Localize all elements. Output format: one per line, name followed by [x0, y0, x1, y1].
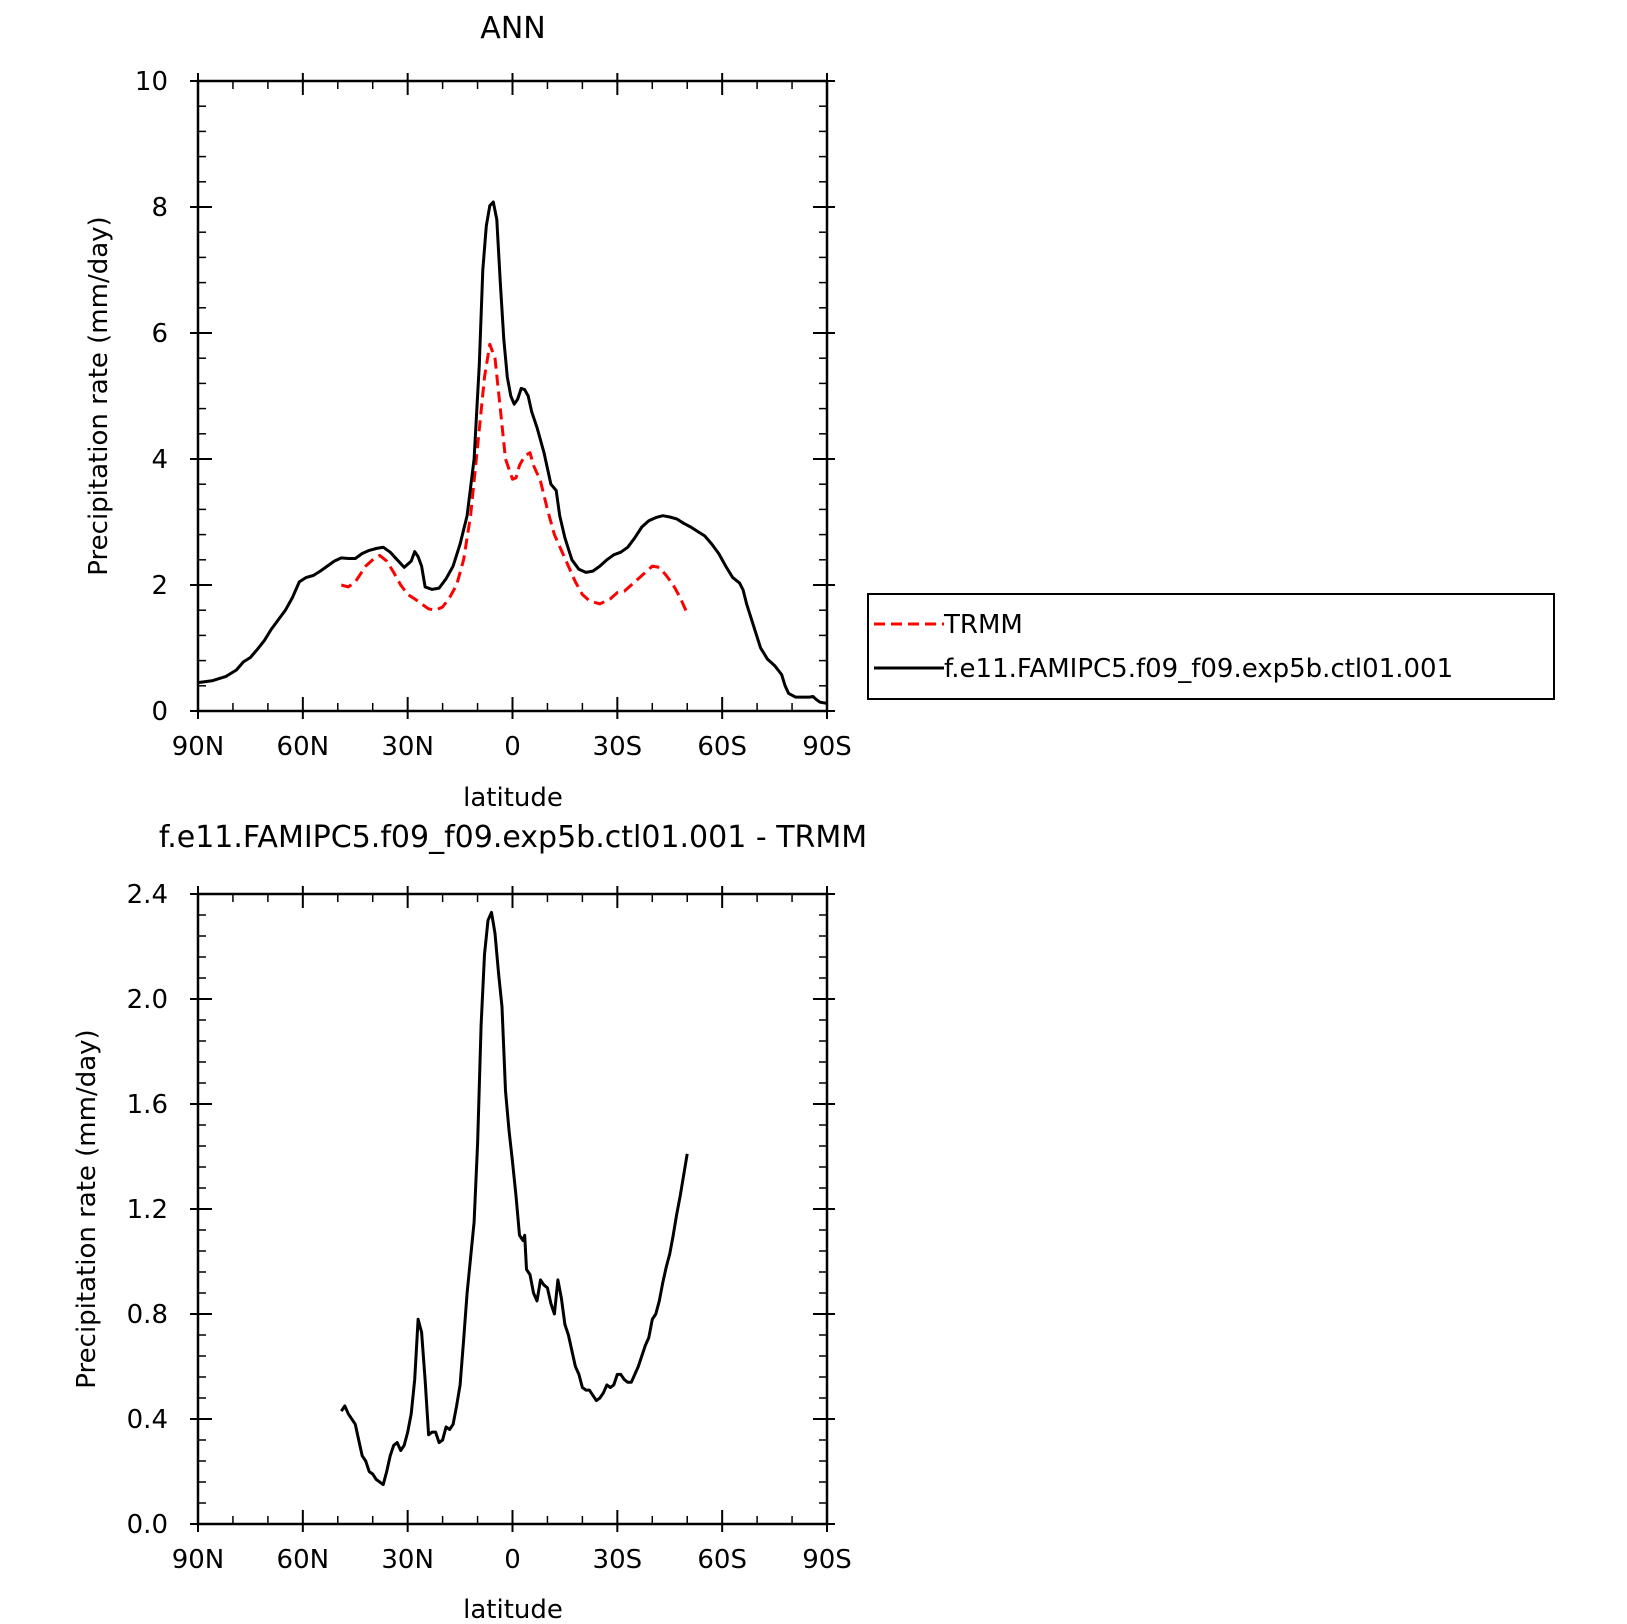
legend-trmm-label: TRMM — [943, 610, 1023, 640]
bottom-x-tick-label: 90N — [172, 1545, 225, 1575]
bottom-y-tick-label: 0.8 — [127, 1300, 168, 1330]
top-y-tick-label: 4 — [151, 445, 168, 475]
top-y-tick-label: 2 — [151, 571, 168, 601]
top-x-axis-label: latitude — [463, 783, 563, 813]
bottom-series-line-model — [340, 910, 689, 1487]
bottom-y-tick-label: 0.4 — [127, 1405, 168, 1435]
top-plot-frame — [196, 79, 829, 713]
bottom-x-tick-label: 60S — [697, 1545, 747, 1575]
top-x-tick-label: 30N — [381, 732, 434, 762]
top-panel-title: ANN — [480, 11, 545, 46]
top-x-tick-label: 90S — [802, 732, 852, 762]
bottom-x-tick-label: 60N — [277, 1545, 330, 1575]
bottom-x-tick-labels: 90N 60N 30N 0 30S 60S 90S — [172, 1545, 852, 1575]
bottom-x-axis-label: latitude — [463, 1595, 563, 1624]
legend-box — [867, 593, 1555, 700]
bottom-x-tick-label: 30S — [593, 1545, 643, 1575]
bottom-y-axis-label: Precipitation rate (mm/day) — [72, 1029, 102, 1388]
bottom-x-tick-label: 30N — [381, 1545, 434, 1575]
bottom-series-lines — [340, 910, 689, 1487]
top-x-tick-label: 60N — [277, 732, 330, 762]
top-axis-ticks — [190, 73, 835, 719]
bottom-y-tick-label: 1.2 — [127, 1195, 168, 1225]
top-series-line-trmm — [340, 342, 689, 615]
bottom-y-tick-labels: 0.0 0.4 0.8 1.2 1.6 2.0 2.4 — [127, 880, 168, 1540]
bottom-y-tick-label: 0.0 — [127, 1510, 168, 1540]
top-y-tick-label: 0 — [151, 697, 168, 727]
bottom-x-tick-label: 90S — [802, 1545, 852, 1575]
bottom-y-tick-label: 2.0 — [127, 985, 168, 1015]
top-x-tick-label: 30S — [593, 732, 643, 762]
legend: TRMM f.e11.FAMIPC5.f09_f09.exp5b.ctl01.0… — [867, 593, 1555, 700]
top-y-tick-label: 6 — [151, 319, 168, 349]
bottom-x-tick-label: 0 — [504, 1545, 521, 1575]
bottom-axis-ticks — [190, 886, 835, 1532]
bottom-panel-title: f.e11.FAMIPC5.f09_f09.exp5b.ctl01.001 - … — [159, 820, 867, 855]
top-y-tick-label: 10 — [135, 67, 168, 97]
top-y-tick-labels: 0 2 4 6 8 10 — [135, 67, 168, 727]
top-panel: ANN 90N 60N 30N 0 30S 60S 90S 0 2 4 6 8 10 latitude… — [84, 11, 1555, 813]
bottom-plot-frame — [196, 892, 829, 1526]
top-x-tick-label: 60S — [697, 732, 747, 762]
top-series-lines — [197, 200, 828, 705]
top-y-axis-label: Precipitation rate (mm/day) — [84, 216, 114, 575]
legend-model-label: f.e11.FAMIPC5.f09_f09.exp5b.ctl01.001 — [944, 654, 1453, 684]
bottom-y-tick-label: 1.6 — [127, 1090, 168, 1120]
top-x-tick-label: 0 — [504, 732, 521, 762]
top-x-tick-label: 90N — [172, 732, 225, 762]
bottom-panel: f.e11.FAMIPC5.f09_f09.exp5b.ctl01.001 - … — [72, 820, 867, 1624]
top-series-line-model — [197, 200, 828, 705]
bottom-y-tick-label: 2.4 — [127, 880, 168, 910]
top-y-tick-label: 8 — [151, 193, 168, 223]
top-x-tick-labels: 90N 60N 30N 0 30S 60S 90S — [172, 732, 852, 762]
